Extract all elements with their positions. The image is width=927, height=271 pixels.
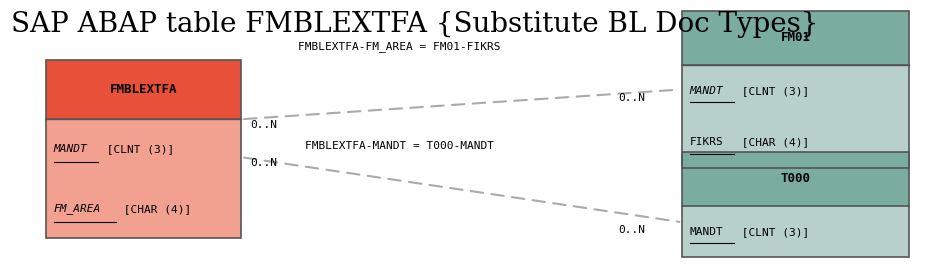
Text: [CHAR (4)]: [CHAR (4)] [735,137,809,147]
Text: 0..N: 0..N [617,225,644,235]
Bar [681,152,908,257]
Text: SAP ABAP table FMBLEXTFA {Substitute BL Doc Types}: SAP ABAP table FMBLEXTFA {Substitute BL … [11,11,818,38]
Text: 0..N: 0..N [250,120,277,130]
Text: T000: T000 [780,172,810,185]
Text: FIKRS: FIKRS [689,137,722,147]
Text: MANDT: MANDT [689,86,722,96]
Text: MANDT: MANDT [54,144,87,154]
Text: [CLNT (3)]: [CLNT (3)] [735,227,809,237]
Bar [681,117,908,168]
Text: 0..N: 0..N [250,158,277,167]
Text: FMBLEXTFA-MANDT = T000-MANDT: FMBLEXTFA-MANDT = T000-MANDT [304,141,493,151]
Bar [681,152,908,206]
Text: [CLNT (3)]: [CLNT (3)] [100,144,174,154]
Bar [46,119,241,179]
Bar [681,11,908,168]
Text: [CHAR (4)]: [CHAR (4)] [117,204,192,214]
Bar [681,11,908,65]
Text: FM_AREA: FM_AREA [54,203,101,214]
Text: MANDT: MANDT [689,227,722,237]
Bar [681,65,908,117]
Bar [681,206,908,257]
Bar [46,179,241,238]
Text: [CLNT (3)]: [CLNT (3)] [735,86,809,96]
Text: FMBLEXTFA: FMBLEXTFA [110,83,177,96]
Bar [46,60,241,238]
Text: FM01: FM01 [780,31,810,44]
Text: FMBLEXTFA-FM_AREA = FM01-FIKRS: FMBLEXTFA-FM_AREA = FM01-FIKRS [298,41,500,51]
Bar [46,60,241,119]
Text: 0..N: 0..N [617,93,644,102]
